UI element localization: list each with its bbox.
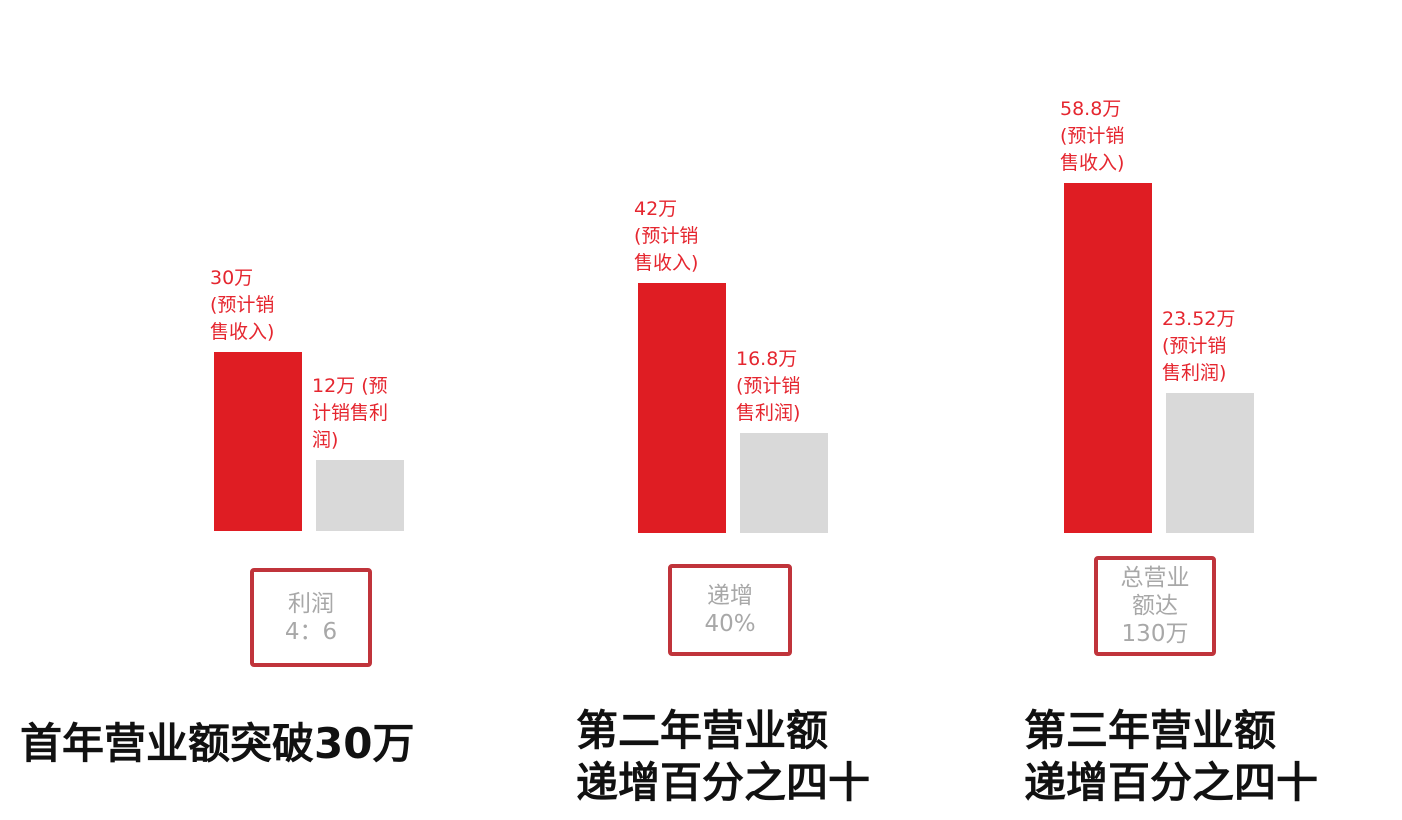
summary-box-text: 总营业 [1120,565,1190,591]
group-caption: 第三年营业额 递增百分之四十 [1024,705,1318,809]
revenue-data-label: 58.8万 (预计销 售收入) [1060,98,1125,174]
summary-box-text: 额达 [1132,593,1178,619]
revenue-data-label: 42万 (预计销 售收入) [634,198,699,274]
group-caption: 首年营业额突破30万 [20,718,414,770]
summary-box-text: 利润 [288,590,334,617]
summary-box-text: 130万 [1121,621,1189,647]
profit-bar [740,433,828,533]
summary-box: 利润 4：6 [250,568,372,667]
caption-line: 首年营业额突破30万 [20,719,415,768]
summary-box: 总营业 额达 130万 [1094,556,1216,656]
caption-line: 递增百分之四十 [576,758,871,807]
summary-box-text: 40% [704,611,756,637]
caption-line: 递增百分之四十 [1024,758,1319,807]
summary-box-text: 4：6 [284,618,338,645]
revenue-data-label: 30万 (预计销 售收入) [210,267,275,343]
profit-bar [316,460,404,531]
summary-box: 递增 40% [668,564,792,656]
profit-bar [1166,393,1254,533]
summary-box-text: 递增 [707,583,753,609]
group-caption: 第二年营业额 递增百分之四十 [576,705,870,809]
profit-data-label: 12万 (预 计销售利 润) [312,375,389,451]
profit-data-label: 16.8万 (预计销 售利润) [736,348,801,424]
revenue-bar [638,283,726,533]
revenue-bar [1064,183,1152,533]
revenue-bar [214,352,302,531]
caption-line: 第二年营业额 [576,706,829,755]
caption-line: 第三年营业额 [1024,706,1277,755]
profit-data-label: 23.52万 (预计销 售利润) [1162,308,1236,384]
